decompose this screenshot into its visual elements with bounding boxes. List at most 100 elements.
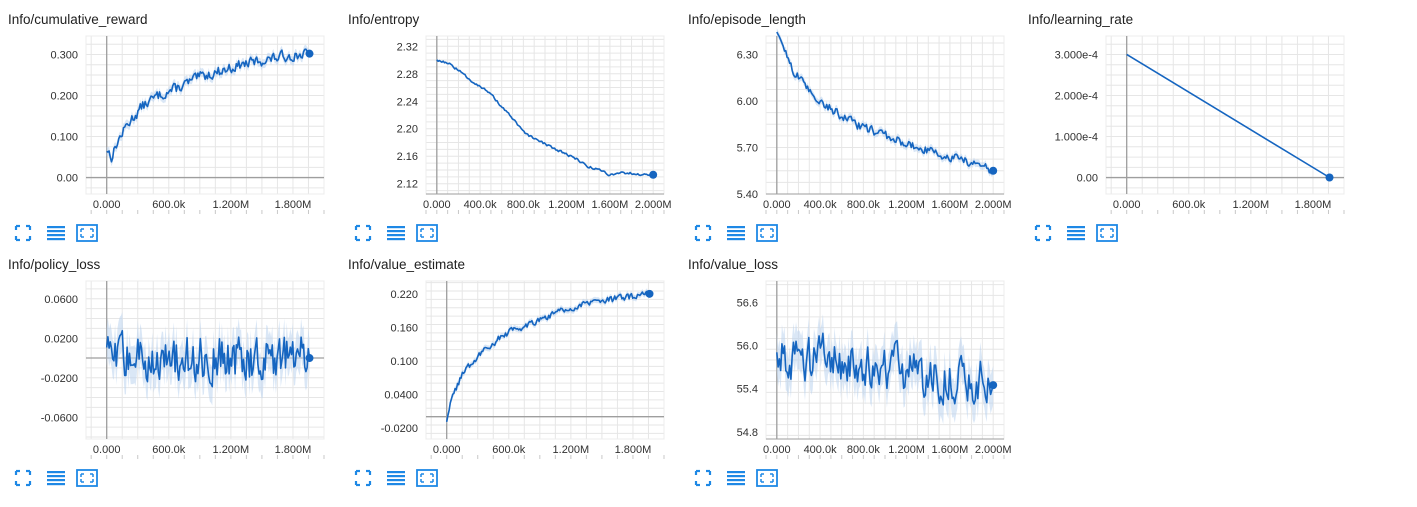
- log-scale-button[interactable]: [726, 469, 746, 487]
- icon-bar: [727, 471, 745, 474]
- series-end-point: [645, 289, 654, 298]
- series-end-point: [305, 49, 314, 58]
- chart-toolbar: [694, 469, 794, 489]
- x-tick-label: 0.000: [93, 199, 121, 211]
- x-tick-label: 800.0k: [847, 444, 881, 456]
- x-tick-label: 0.000: [763, 199, 791, 211]
- chart-plot[interactable]: 0.00 0.100 0.200 0.300 0.000 600.0k 1.200M 1.80…: [0, 28, 336, 223]
- chart-title: Info/value_loss: [688, 257, 779, 272]
- icon-bar: [387, 226, 405, 229]
- icon-bar: [1067, 238, 1085, 241]
- fit-domain-button[interactable]: [354, 469, 374, 487]
- chart-title: Info/policy_loss: [8, 257, 101, 272]
- y-tick-label: 5.40: [737, 189, 758, 201]
- icon-bar: [1067, 234, 1085, 237]
- y-tick-label: 2.12: [397, 179, 418, 191]
- y-tick-label: 0.00: [57, 173, 78, 185]
- x-tick-label: 400.0k: [464, 199, 498, 211]
- log-scale-button[interactable]: [386, 224, 406, 242]
- chart-title: Info/learning_rate: [1028, 12, 1134, 27]
- chart-plot[interactable]: 54.8 55.4 56.0 56.6 0.000 400.0k 800.0k 1.200M 1…: [680, 273, 1016, 468]
- fit-domain-button[interactable]: [694, 224, 714, 242]
- x-tick-label: 1.600M: [592, 199, 629, 211]
- chart-plot[interactable]: 0.00 1.000e-4 2.000e-4 3.000e-4 0.000 600.0k 1…: [1020, 28, 1356, 223]
- expand-button[interactable]: [416, 224, 438, 242]
- chart-card-policy-loss: Info/policy_loss -0.0600 -0.0200 0.0200 0.0…: [0, 245, 336, 490]
- icon-bar: [727, 234, 745, 237]
- x-tick-label: 400.0k: [804, 444, 838, 456]
- expand-button[interactable]: [756, 469, 778, 487]
- chart-plot[interactable]: -0.0200 0.0400 0.100 0.160 0.220 0.000 600.0k 1…: [340, 273, 676, 468]
- fit-domain-button[interactable]: [694, 469, 714, 487]
- y-tick-label: 0.100: [390, 356, 418, 368]
- icon-bar: [727, 238, 745, 241]
- chart-svg: 0.00 0.100 0.200 0.300 0.000 600.0k 1.200M 1.80…: [50, 35, 325, 214]
- icon-bar: [47, 238, 65, 241]
- y-tick-label: 0.220: [390, 289, 418, 301]
- y-tick-label: -0.0200: [41, 373, 78, 385]
- log-scale-button[interactable]: [726, 224, 746, 242]
- chart-card-cumulative-reward: Info/cumulative_reward 0.00 0.100 0.200 0.3…: [0, 0, 336, 245]
- chart-plot[interactable]: 5.40 5.70 6.00 6.30 0.000 400.0k 800.0k 1.200M 1…: [680, 28, 1016, 223]
- icon-bar: [727, 226, 745, 229]
- x-tick-label: 1.200M: [213, 199, 250, 211]
- x-tick-label: 2.000M: [635, 199, 672, 211]
- plot-frame: [85, 280, 325, 440]
- x-tick-label: 1.200M: [553, 444, 590, 456]
- expand-button[interactable]: [76, 224, 98, 242]
- plot-frame: [85, 35, 325, 195]
- fit-domain-button[interactable]: [14, 224, 34, 242]
- icon-frame: [756, 469, 778, 487]
- x-tick-label: 600.0k: [492, 444, 526, 456]
- chart-toolbar: [354, 224, 454, 244]
- chart-toolbar: [354, 469, 454, 489]
- expand-button[interactable]: [76, 469, 98, 487]
- icon-frame: [76, 224, 98, 242]
- expand-button[interactable]: [1096, 224, 1118, 242]
- chart-plot[interactable]: 2.12 2.16 2.20 2.24 2.28 2.32 0.000 400.0k 800.0…: [340, 28, 676, 223]
- series-end-point: [1325, 173, 1334, 182]
- y-tick-label: 6.30: [737, 50, 758, 62]
- plot-frame: [1105, 35, 1345, 195]
- icon-bar: [47, 483, 65, 486]
- fit-domain-button[interactable]: [354, 224, 374, 242]
- chart-svg: 2.12 2.16 2.20 2.24 2.28 2.32 0.000 400.0k 800.0…: [397, 35, 672, 214]
- icon-bar: [387, 479, 405, 482]
- icon-bar: [47, 475, 65, 478]
- plot-frame: [425, 280, 665, 440]
- icon-bar: [727, 479, 745, 482]
- fit-domain-button[interactable]: [14, 469, 34, 487]
- fit-domain-icon: [694, 469, 712, 487]
- chart-svg: 0.00 1.000e-4 2.000e-4 3.000e-4 0.000 600.0k 1…: [1055, 35, 1345, 214]
- icon-bar: [47, 226, 65, 229]
- icon-bar: [727, 483, 745, 486]
- x-tick-label: 600.0k: [152, 199, 186, 211]
- log-scale-button[interactable]: [386, 469, 406, 487]
- series-end-point: [305, 354, 314, 363]
- chart-svg: -0.0600 -0.0200 0.0200 0.0600 0.000 600.0k 1.2…: [41, 280, 325, 459]
- chart-toolbar: [694, 224, 794, 244]
- icon-frame: [76, 469, 98, 487]
- log-scale-button[interactable]: [46, 224, 66, 242]
- fit-domain-button[interactable]: [1034, 224, 1054, 242]
- log-scale-button[interactable]: [46, 469, 66, 487]
- toggle-log-scale-icon: [727, 226, 745, 241]
- chart-plot[interactable]: -0.0600 -0.0200 0.0200 0.0600 0.000 600.0k 1.2…: [0, 273, 336, 468]
- y-tick-label: 3.000e-4: [1055, 49, 1098, 61]
- log-scale-button[interactable]: [1066, 224, 1086, 242]
- y-tick-label: 2.000e-4: [1055, 91, 1098, 103]
- y-tick-label: 0.100: [50, 132, 78, 144]
- icon-frame: [756, 224, 778, 242]
- y-tick-label: 0.00: [1077, 173, 1098, 185]
- series-line: [776, 332, 994, 406]
- icon-bar: [387, 483, 405, 486]
- x-tick-label: 1.200M: [213, 444, 250, 456]
- fit-domain-icon: [14, 469, 32, 487]
- y-tick-label: -0.0600: [41, 412, 78, 424]
- chart-card-episode-length: Info/episode_length 5.40 5.70 6.00 6.30 0.00…: [680, 0, 1016, 245]
- expand-button[interactable]: [416, 469, 438, 487]
- series-line: [776, 31, 994, 175]
- x-tick-label: 1.200M: [1233, 199, 1270, 211]
- expand-button[interactable]: [756, 224, 778, 242]
- fit-domain-icon: [1034, 224, 1052, 242]
